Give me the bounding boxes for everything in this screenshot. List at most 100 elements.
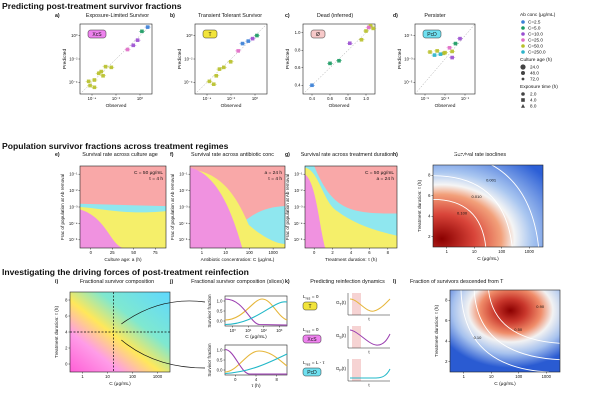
legend-exp-label: 4.0	[530, 98, 537, 103]
legend-ab-label: C=250.0	[528, 50, 546, 55]
panel-d-badge-label: PcD	[427, 32, 437, 38]
panel-f-ytick-label: 10⁻¹	[179, 172, 188, 177]
panel-b-point	[217, 67, 222, 71]
panel-b-point	[250, 36, 255, 41]
panel-c-point	[328, 61, 332, 66]
panel-l-contour	[460, 289, 550, 373]
panel-g-exposure-limited-area	[305, 174, 326, 248]
panel-g-xtick-label: 6	[368, 250, 371, 255]
panel-f-ytick-label: 10⁻³	[179, 204, 188, 209]
panel-f-annotation: τ = 4 h	[268, 176, 282, 182]
panel-l-contour	[488, 289, 561, 344]
panel-a-point	[92, 85, 97, 90]
panel-l-ytick-label: 6	[445, 318, 448, 323]
legend-ab-marker	[521, 50, 525, 54]
panel-k-row-2-g-label: GP(t)	[336, 366, 347, 372]
panel-h-frame	[432, 164, 544, 248]
panel-l-xlabel: C (μg/mL)	[494, 381, 516, 387]
panel-h-xtick-label: 1	[446, 249, 449, 254]
panel-c-point	[371, 26, 375, 31]
panel-j-top-series-PcD	[224, 301, 288, 326]
panel-l-ytick-label: 2	[445, 359, 448, 364]
panel-k-row-1-shade	[352, 326, 361, 348]
panel-b-point	[214, 73, 219, 78]
panel-i-ytick-label: 0	[65, 361, 68, 366]
panel-l-ytick-label: 8	[445, 298, 448, 303]
panel-i-ytick-label: 4	[65, 329, 68, 334]
panel-j-bottom-xtick-label: 4	[255, 377, 258, 382]
panel-d-point	[435, 49, 439, 53]
panel-c-point	[348, 41, 352, 46]
panel-j-top-xtick-label: 10²	[261, 328, 268, 333]
panel-l-xtick-label: 10	[489, 374, 494, 379]
panel-k-row-1-x-label: t	[368, 350, 370, 355]
panel-j-top-ytick-label: 0.0	[217, 318, 223, 323]
panel-d-xtick-label: 10⁻³	[441, 96, 450, 101]
panel-d-title: Persister	[424, 13, 446, 19]
panel-b-point	[255, 33, 259, 38]
panel-k-row-1-g-label: GS(t)	[336, 333, 347, 339]
panel-f-ytick-label: 10⁻²	[179, 188, 188, 193]
panel-g-xtick-label: 2	[331, 250, 334, 255]
panel-i-arrow-top	[121, 300, 206, 325]
panel-b-point	[222, 65, 226, 70]
panel-g-ytick-label: 10⁻³	[294, 204, 303, 209]
panel-i-ylabel: Treatment duration: τ (h)	[54, 306, 60, 359]
legend-ab-marker	[521, 26, 525, 30]
panel-k-row-1-curve	[349, 329, 391, 346]
panel-letter-d: d)	[393, 13, 398, 19]
panel-k-row-0-lres: Lres = 0	[303, 294, 319, 300]
panel-a-point	[131, 43, 136, 48]
panel-l-contour-label: 0.10	[474, 335, 483, 340]
panel-c-xlabel: Observed	[329, 103, 350, 109]
panel-l-ytick-label: 4	[445, 339, 448, 344]
panel-d-point	[441, 51, 446, 56]
panel-h-xtick-label: 1000	[525, 249, 535, 254]
panel-letter-h: h)	[393, 152, 398, 158]
panel-a-point	[109, 65, 114, 70]
panel-c-point	[359, 37, 364, 42]
panel-c-point	[337, 58, 341, 63]
panel-j-top-ytick-label: 0.5	[217, 308, 223, 313]
panel-a-xtick-label: 10⁻⁴	[88, 96, 97, 101]
panel-l-contour-label: 0.50	[514, 327, 523, 332]
panel-j-bottom-xtick-label: 8	[275, 377, 278, 382]
legend-exp-marker	[521, 104, 525, 108]
panel-i-title: Fractional survivor composition	[79, 279, 155, 285]
panel-f-xtick-label: 1000	[268, 250, 278, 255]
panel-a-ytick-label: 10⁻⁴	[69, 80, 78, 85]
panel-d-identity-line	[414, 23, 476, 95]
legend-exp-label: 2.0	[530, 92, 537, 97]
panel-g-xtick-label: 4	[350, 250, 353, 255]
panel-a-point	[125, 47, 130, 52]
panel-c-ytick-label: 0.8	[295, 48, 301, 53]
panel-d-point	[447, 45, 452, 50]
panel-j-top-xtick-label: 10¹	[245, 328, 252, 333]
panel-g-xtick-label: 0	[313, 250, 316, 255]
panel-e-ytick-label: 10⁻³	[69, 204, 78, 209]
panel-c-ylabel: Predicted	[285, 49, 291, 70]
panel-g-xtick-label: 8	[387, 250, 390, 255]
panel-b-point	[207, 79, 212, 84]
panel-i-ytick-label: 6	[65, 313, 68, 318]
legend-ab-label: C=25.0	[528, 38, 543, 43]
panel-b-point	[240, 41, 245, 46]
panel-i-ytick-label: 2	[65, 345, 68, 350]
panel-h-xtick-label: 10	[472, 249, 477, 254]
panel-h-xlabel: C (μg/mL)	[477, 256, 499, 262]
panel-d-point	[458, 36, 462, 41]
panel-e-xlabel: Culture age: a (h)	[104, 257, 142, 263]
panel-e-xtick-label: 50	[131, 250, 136, 255]
panel-i-xtick-label: 1000	[153, 374, 163, 379]
panel-j-bottom-ytick-label: 0.0	[217, 367, 223, 372]
panel-j-bottom-series-XcS	[224, 348, 287, 375]
panel-f-xtick-label: 10	[223, 250, 228, 255]
panel-c-point	[364, 29, 368, 33]
panel-j-top-ylabel: Survivor fraction	[207, 294, 212, 328]
panel-letter-f: f)	[170, 152, 174, 158]
panel-c-badge-label: Ø	[316, 32, 320, 38]
panel-d-xtick-label: 10⁻¹	[461, 96, 470, 101]
panel-a-badge	[87, 29, 107, 39]
panel-l-xtick-label: 1	[463, 374, 466, 379]
panel-k-row-1-lres: Lres = 0	[303, 327, 319, 333]
